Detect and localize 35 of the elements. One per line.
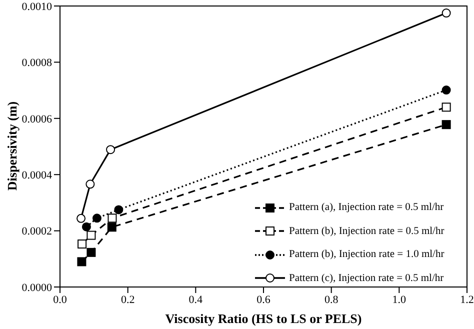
x-tick-label: 0.8 <box>324 294 339 306</box>
x-tick-label: 1.0 <box>392 294 407 306</box>
point <box>442 120 451 130</box>
point <box>442 86 451 95</box>
point <box>108 214 117 223</box>
point <box>106 145 116 154</box>
legend-label: Pattern (b), Injection rate = 0.5 ml/hr <box>289 226 444 237</box>
x-tick-label: 0.0 <box>53 294 68 306</box>
x-tick-label: 0.2 <box>120 294 135 306</box>
point <box>86 230 96 240</box>
x-tick-label: 0.6 <box>256 294 271 306</box>
y-tick-label: 0.0006 <box>22 113 52 126</box>
legend-label: Pattern (b), Injection rate = 1.0 ml/hr <box>289 249 444 260</box>
y-tick-label: 0.0000 <box>22 282 52 294</box>
y-axis-title: Dispersivity (m) <box>4 101 20 191</box>
point <box>442 8 451 18</box>
x-tick-label: 0.4 <box>188 294 204 306</box>
legend-label: Pattern (c), Injection rate = 0.5 ml/hr <box>289 272 444 284</box>
y-tick-label: 0.0010 <box>22 0 52 13</box>
y-tick-label: 0.0008 <box>22 57 52 70</box>
point <box>86 180 95 189</box>
point <box>77 257 86 266</box>
point <box>82 222 91 232</box>
y-tick-label: 0.0004 <box>22 170 52 182</box>
point <box>92 214 102 223</box>
x-tick-label: 1.2 <box>460 294 474 306</box>
point <box>76 214 86 223</box>
point <box>442 102 451 112</box>
y-tick-label: 0.0002 <box>22 226 52 238</box>
x-axis-title: Viscosity Ratio (HS to LS or PELS) <box>165 311 362 326</box>
legend-label: Pattern (a), Injection rate = 0.5 ml/hr <box>289 202 444 214</box>
point <box>78 240 87 249</box>
point <box>107 222 116 232</box>
point <box>114 205 124 214</box>
point <box>86 248 96 257</box>
